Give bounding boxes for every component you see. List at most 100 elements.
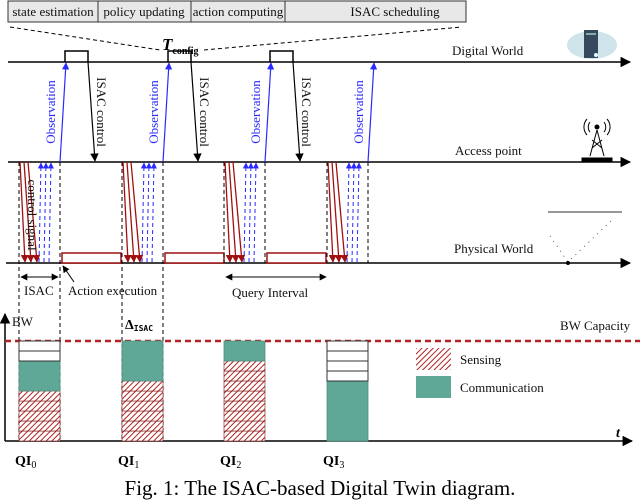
sensing-echo-arrow xyxy=(350,162,357,263)
bar-segment-communication xyxy=(19,381,60,391)
bar-segment-sensing xyxy=(223,380,266,392)
control-signal-arrow xyxy=(228,161,240,263)
action-execution-label: Action execution xyxy=(68,283,158,298)
sensing-echo-arrow xyxy=(37,162,44,263)
timeline-cycles: Observation ISAC control control signal Obs… xyxy=(18,50,378,441)
cycle-2: Observation ISAC control xyxy=(223,50,327,264)
isac-control-arrow xyxy=(190,61,202,162)
legend-communication: Communication xyxy=(460,380,544,395)
observation-label: Observation xyxy=(248,80,263,144)
bar-segment-empty xyxy=(326,350,369,362)
sensing-echo-arrow xyxy=(345,162,352,263)
isac-control-arrow xyxy=(87,61,99,162)
sensing-echo-arrow xyxy=(247,162,254,263)
bar-3: QI3 xyxy=(323,340,369,471)
legend-swatch-communication xyxy=(416,376,451,398)
sensing-echo-arrow xyxy=(252,162,259,263)
pipeline-steps: state estimation policy updating action … xyxy=(7,0,467,23)
sensing-echo-arrow xyxy=(150,162,157,263)
bar-segment-sensing xyxy=(18,390,61,402)
bar-segment-empty xyxy=(326,360,369,372)
control-signal-arrow xyxy=(126,161,138,263)
bandwidth-bars: QI0 QI1 QI2 QI3 xyxy=(15,340,369,471)
control-signal-arrow xyxy=(19,161,29,263)
observation-arrow xyxy=(59,62,70,163)
control-signal-arrow xyxy=(327,161,337,263)
bar-segment-communication xyxy=(224,351,265,361)
access-point-label: Access point xyxy=(455,143,522,158)
step-policy-updating: policy updating xyxy=(103,4,185,19)
bar-segment-sensing xyxy=(223,360,266,372)
observation-label: Observation xyxy=(146,80,161,144)
control-signal-arrow xyxy=(27,161,41,263)
control-signal-arrow xyxy=(224,161,234,263)
bar-segment-communication xyxy=(122,361,163,371)
bar-segment-empty xyxy=(326,370,369,382)
control-signal-arrow xyxy=(331,161,343,263)
bar-segment-sensing xyxy=(223,390,266,402)
bar-segment-communication xyxy=(327,401,368,411)
bar-communication-outline xyxy=(121,340,164,382)
bw-capacity-label: BW Capacity xyxy=(560,318,631,333)
cycle-3: Observation xyxy=(326,62,378,263)
bar-segment-communication xyxy=(122,341,163,351)
bar-segment-communication xyxy=(327,391,368,401)
bar-segment-empty xyxy=(326,340,369,352)
bar-segment-communication xyxy=(327,411,368,421)
isac-control-arrow xyxy=(292,61,304,162)
bar-segment-communication xyxy=(327,431,368,441)
bar-segment-sensing xyxy=(223,370,266,382)
figure-caption: Fig. 1: The ISAC-based Digital Twin diag… xyxy=(125,476,516,500)
bar-segment-empty xyxy=(18,340,61,352)
bar-1: QI1 xyxy=(118,340,164,471)
bar-segment-sensing xyxy=(223,410,266,422)
observation-arrow xyxy=(162,62,173,163)
control-signal-arrow xyxy=(130,161,144,263)
query-interval-label: Query Interval xyxy=(232,285,309,300)
bar-segment-sensing xyxy=(18,410,61,422)
bar-segment-communication xyxy=(224,341,265,351)
step-isac-scheduling: ISAC scheduling xyxy=(350,4,440,19)
legend-swatch-sensing xyxy=(416,348,451,370)
bar-segment-sensing xyxy=(121,390,164,402)
legend-sensing: Sensing xyxy=(460,352,502,367)
t-config-pulse xyxy=(64,50,89,62)
bar-label: QI2 xyxy=(220,454,241,471)
digital-world-label: Digital World xyxy=(452,43,524,58)
sensing-echo-arrow xyxy=(242,162,249,263)
t-config-pulse xyxy=(269,50,294,62)
control-signal-arrow xyxy=(122,161,132,263)
sensing-echo-arrow xyxy=(42,162,49,263)
bar-segment-sensing xyxy=(18,420,61,432)
server-cloud-icon xyxy=(567,30,617,59)
observation-label: Observation xyxy=(351,80,366,144)
observation-label: Observation xyxy=(43,80,58,144)
bw-axis-label: BW xyxy=(12,314,34,329)
action-execution-pointer xyxy=(62,265,75,283)
bar-0: QI0 xyxy=(15,340,61,471)
physical-object-icon xyxy=(548,211,622,265)
bar-label: QI0 xyxy=(15,454,36,471)
bar-segment-sensing xyxy=(18,400,61,412)
control-signal-arrow xyxy=(335,161,349,263)
bar-segment-empty xyxy=(18,350,61,362)
control-signal-label: control signal xyxy=(25,179,40,251)
bar-segment-sensing xyxy=(223,430,266,442)
cycle-1: Observation ISAC control xyxy=(121,50,225,441)
bar-segment-communication xyxy=(122,371,163,381)
step-state-estimation: state estimation xyxy=(12,4,94,19)
bar-segment-communication xyxy=(122,351,163,361)
bar-communication-outline xyxy=(223,340,266,362)
bar-label: QI3 xyxy=(323,454,344,471)
step-action-computing: action computing xyxy=(193,4,284,19)
bar-segment-communication xyxy=(19,371,60,381)
step-box xyxy=(284,0,467,23)
action-execution-block xyxy=(266,252,327,264)
isac-control-label: ISAC control xyxy=(299,77,314,147)
bar-segment-communication xyxy=(19,361,60,371)
t-config-pulse xyxy=(167,50,192,62)
observation-arrow xyxy=(367,62,378,163)
bar-label: QI1 xyxy=(118,454,139,471)
bar-segment-sensing xyxy=(121,420,164,432)
